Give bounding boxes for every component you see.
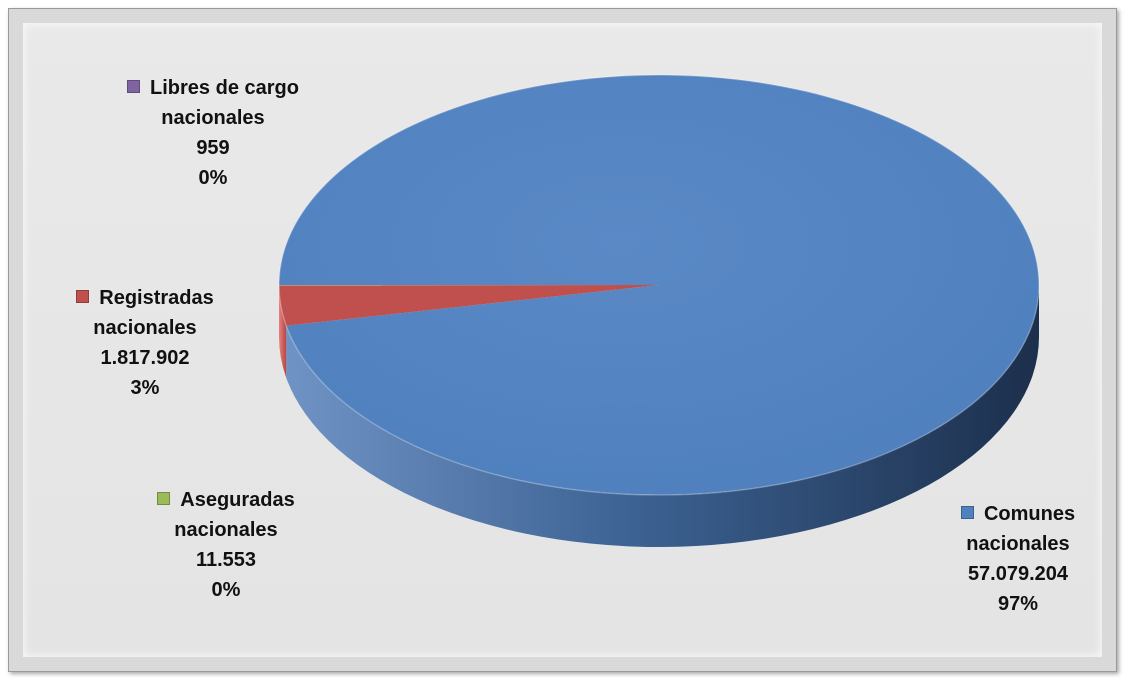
libres-line1: Libres de cargo	[150, 77, 299, 99]
comunes-line1: Comunes	[983, 503, 1076, 525]
comunes-slice-side	[286, 285, 1040, 548]
registradas-slice	[279, 285, 659, 326]
registradas-marker-icon	[76, 290, 90, 303]
aseguradas-line2: nacionales	[174, 519, 278, 541]
aseguradas-value: 11.553	[195, 549, 257, 571]
chart-area: Libres de cargo nacionales 959 0% Regist…	[23, 23, 1102, 657]
registradas-slice-side	[279, 285, 287, 378]
aseguradas-marker-icon	[157, 492, 171, 505]
registradas-line2: nacionales	[93, 317, 197, 339]
pie-chart	[278, 74, 1040, 548]
libres-percent: 0%	[198, 167, 228, 189]
registradas-line1: Registradas	[99, 287, 214, 309]
libres-marker-icon	[127, 80, 141, 93]
pie-rim	[278, 74, 1040, 496]
comunes-marker-icon	[960, 506, 974, 519]
label-comunes: Comunes nacionales 57.079.204 97%	[943, 499, 1093, 619]
libres-line2: nacionales	[161, 107, 265, 129]
label-libres: Libres de cargo nacionales 959 0%	[103, 73, 323, 193]
label-registradas: Registradas nacionales 1.817.902 3%	[55, 283, 235, 403]
label-aseguradas: Aseguradas nacionales 11.553 0%	[131, 485, 321, 605]
aseguradas-line1: Aseguradas	[180, 489, 295, 511]
comunes-percent: 97%	[997, 593, 1039, 615]
aseguradas-percent: 0%	[211, 579, 241, 601]
chart-frame: Libres de cargo nacionales 959 0% Regist…	[8, 8, 1117, 672]
libres-value: 959	[196, 137, 230, 159]
registradas-value: 1.817.902	[100, 347, 190, 369]
registradas-percent: 3%	[130, 377, 160, 399]
comunes-line2: nacionales	[966, 533, 1070, 555]
comunes-value: 57.079.204	[967, 563, 1069, 585]
